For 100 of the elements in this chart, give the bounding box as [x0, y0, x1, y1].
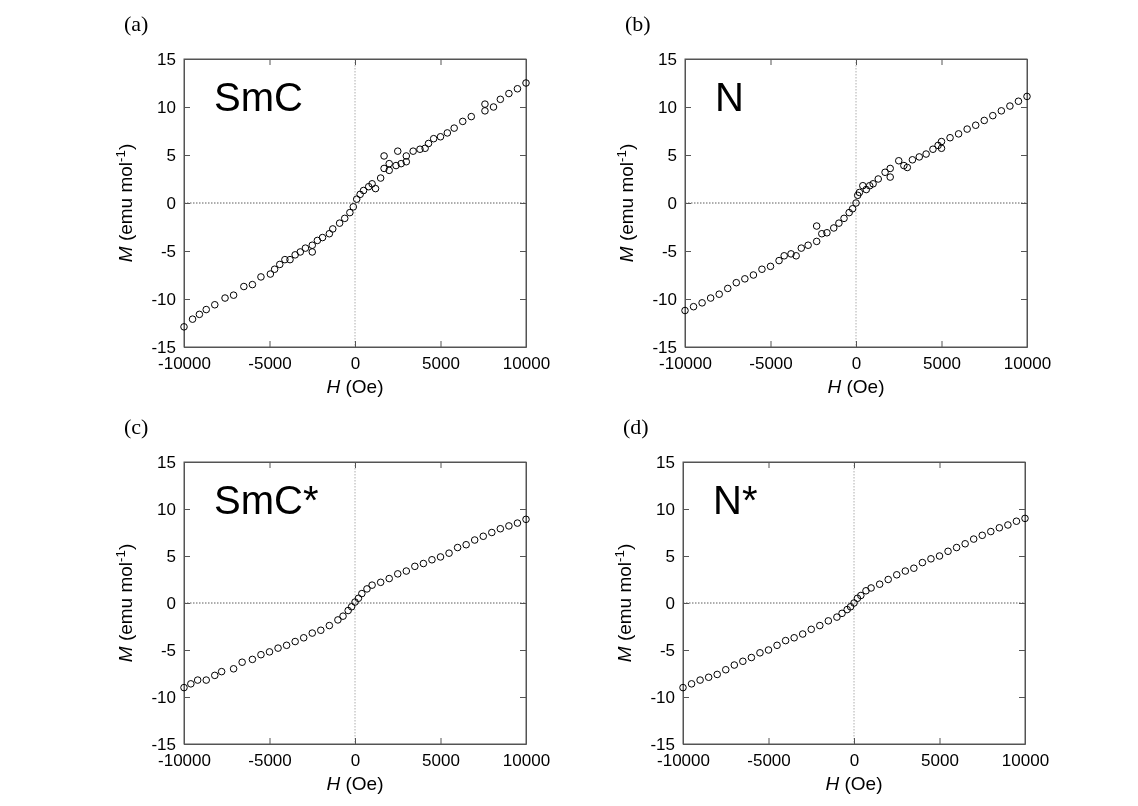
point: [798, 630, 807, 638]
point: [929, 145, 937, 154]
point: [812, 237, 821, 246]
point: [857, 591, 865, 600]
annotation: N: [715, 75, 744, 119]
point: [217, 667, 226, 676]
point: [823, 228, 831, 237]
x-axis-title: H (Oe): [827, 376, 885, 397]
point: [739, 657, 747, 666]
point: [781, 636, 790, 645]
point: [470, 536, 479, 544]
point: [853, 191, 862, 200]
point: [229, 665, 238, 673]
x-tick-label: 10000: [502, 751, 551, 771]
point: [462, 540, 470, 549]
point: [850, 599, 858, 607]
point: [829, 224, 838, 232]
point: [875, 580, 884, 588]
point: [445, 549, 453, 557]
point: [961, 540, 969, 548]
point: [952, 543, 961, 552]
point: [935, 552, 944, 560]
point: [522, 515, 530, 524]
y-tick-label: -15: [650, 734, 675, 754]
point: [840, 214, 848, 223]
point: [513, 519, 522, 527]
point: [903, 163, 912, 172]
x-tick-label: 0: [350, 354, 361, 374]
y-tick-label: 15: [157, 452, 176, 472]
point: [918, 558, 927, 567]
y-tick-label: -10: [151, 687, 176, 707]
point: [852, 199, 860, 207]
point: [908, 156, 917, 164]
point: [317, 626, 325, 635]
point: [812, 222, 821, 230]
point: [1023, 92, 1031, 101]
point: [274, 644, 282, 652]
x-tick-label: -10000: [659, 354, 712, 374]
point: [855, 188, 864, 197]
y-tick-label: 15: [157, 49, 176, 69]
point: [721, 665, 730, 674]
chart-title: (b): [625, 11, 651, 36]
x-tick-label: 5000: [923, 354, 961, 374]
point: [874, 175, 883, 183]
point: [402, 567, 411, 575]
y-tick-label: 10: [157, 97, 176, 117]
point: [238, 658, 246, 666]
point: [698, 299, 706, 307]
point: [704, 673, 713, 682]
point: [1021, 514, 1029, 523]
y-tick-label: 5: [667, 145, 677, 165]
point: [291, 637, 299, 646]
x-tick-label: -5000: [747, 751, 791, 771]
x-axis-title: H (Oe): [825, 773, 883, 794]
x-tick-label: -10000: [657, 751, 710, 771]
point: [963, 125, 971, 133]
point: [347, 602, 356, 611]
point: [954, 130, 963, 138]
point: [376, 578, 385, 587]
x-tick-label: 5000: [422, 751, 460, 771]
point: [713, 670, 721, 679]
point: [1006, 102, 1014, 110]
y-tick-label: 5: [166, 145, 176, 165]
point: [681, 306, 689, 315]
point: [915, 153, 924, 161]
point: [892, 571, 901, 579]
chart-title: (d): [623, 414, 649, 439]
x-tick-label: -5000: [749, 354, 793, 374]
point: [479, 532, 488, 541]
x-tick-label: -5000: [248, 751, 292, 771]
y-tick-label: -5: [160, 241, 176, 261]
point: [862, 587, 870, 595]
point: [937, 137, 946, 146]
point: [1012, 517, 1021, 525]
chart-title: (a): [124, 11, 149, 36]
y-tick-label: 0: [667, 193, 677, 213]
point: [180, 683, 188, 692]
point: [818, 229, 826, 238]
point: [881, 168, 889, 177]
point: [1004, 521, 1012, 529]
point: [997, 107, 1006, 115]
x-tick-label: -10000: [158, 354, 211, 374]
point: [202, 676, 211, 684]
point: [496, 524, 505, 533]
point: [869, 180, 877, 188]
point: [730, 661, 739, 669]
y-tick-label: -15: [151, 734, 176, 754]
x-tick-label: 10000: [502, 354, 551, 374]
x-axis-title: H (Oe): [326, 773, 384, 794]
point: [833, 613, 841, 621]
point: [393, 570, 402, 578]
annotation: SmC*: [214, 478, 319, 522]
point: [989, 111, 997, 120]
point: [308, 629, 317, 637]
point: [927, 555, 935, 563]
point: [792, 252, 800, 260]
point: [187, 680, 195, 688]
point: [910, 564, 918, 572]
point: [894, 156, 903, 165]
point: [248, 655, 257, 664]
